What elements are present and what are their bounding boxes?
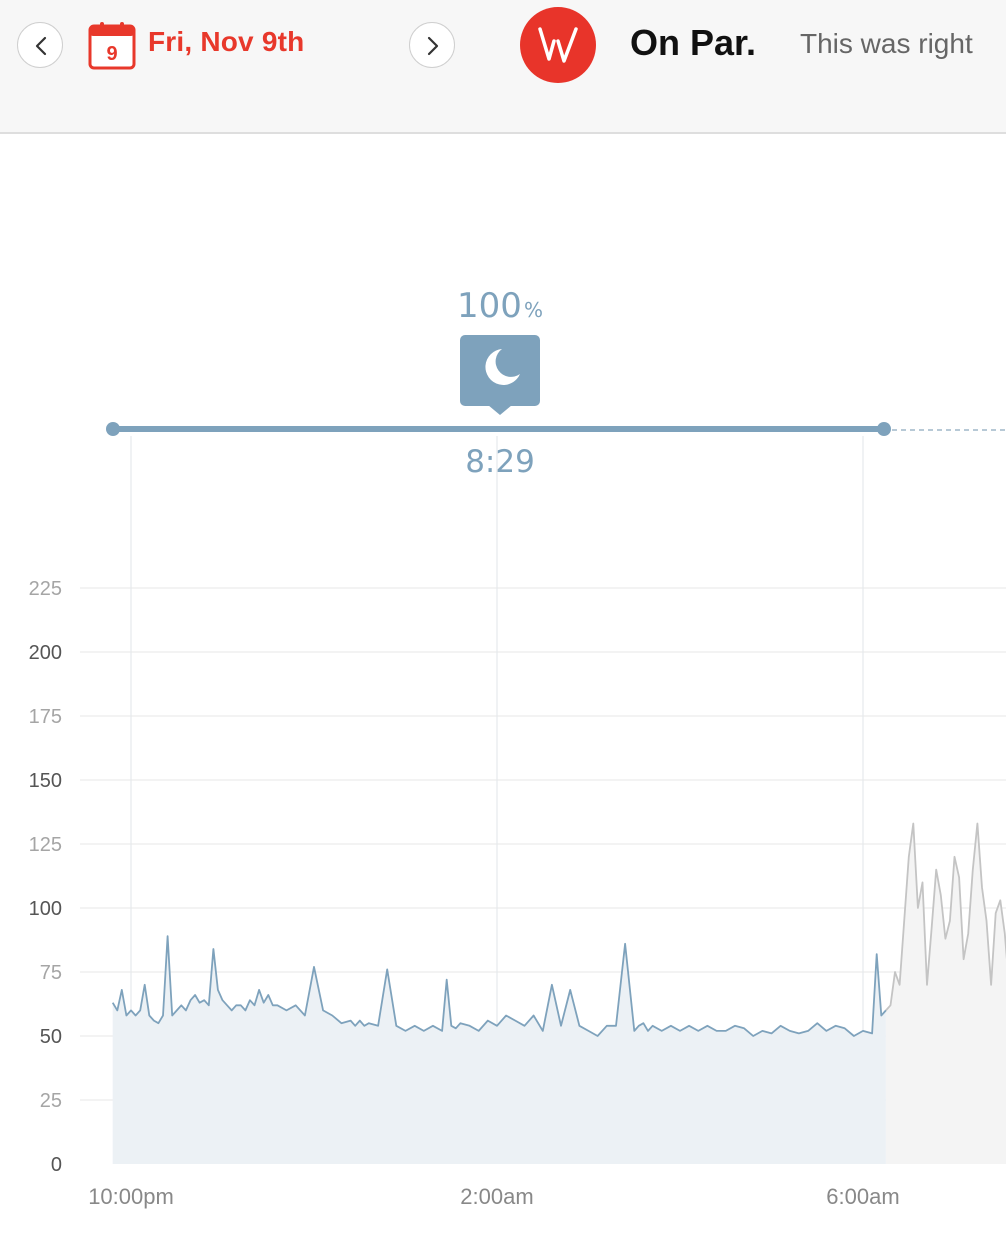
sleep-area [112, 936, 886, 1164]
y-tick-label: 150 [29, 770, 62, 792]
x-axis-labels: 10:00pm 2:00am 6:00am [88, 1184, 900, 1209]
y-tick-label: 225 [29, 578, 62, 600]
x-tick-label: 2:00am [460, 1184, 533, 1209]
calendar-day: 9 [106, 43, 117, 65]
y-tick-label: 175 [29, 706, 62, 728]
sleep-start-handle[interactable] [106, 422, 120, 436]
x-tick-label: 10:00pm [88, 1184, 174, 1209]
sleep-percent-unit: % [523, 298, 543, 322]
app-logo [520, 7, 596, 83]
awake-line [885, 822, 1006, 1012]
y-axis-labels: 0 25 50 75 100 125 150 175 200 225 [29, 578, 62, 1176]
y-tick-label: 200 [29, 642, 62, 664]
y-tick-label: 50 [40, 1026, 62, 1048]
moon-icon[interactable] [460, 335, 540, 415]
sleep-series [111, 935, 887, 1164]
y-tick-label: 125 [29, 834, 62, 856]
awake-series [885, 822, 1006, 1164]
sleep-duration: 8:29 [465, 444, 535, 480]
sleep-end-handle[interactable] [877, 422, 891, 436]
status-subtitle: This was right [800, 28, 973, 59]
sleep-segment-bar[interactable] [106, 422, 1006, 436]
sleep-percent-value: 100 [457, 286, 522, 326]
y-tick-label: 0 [51, 1154, 62, 1176]
sleep-line [111, 935, 887, 1037]
y-tick-label: 25 [40, 1090, 62, 1112]
y-tick-label: 75 [40, 962, 62, 984]
date-label[interactable]: Fri, Nov 9th [148, 26, 305, 57]
calendar-icon[interactable]: 9 [88, 22, 136, 70]
next-day-button[interactable] [409, 22, 455, 68]
prev-day-button[interactable] [17, 22, 63, 68]
sleep-percent: 100% [400, 286, 600, 326]
status-title: On Par. [630, 22, 757, 63]
awake-area [885, 823, 1006, 1164]
app-header: 9 Fri, Nov 9th On Par. This was right [0, 0, 1006, 134]
x-tick-label: 6:00am [826, 1184, 899, 1209]
chevron-right-icon [427, 36, 439, 56]
chevron-left-icon [35, 36, 47, 56]
y-tick-label: 100 [29, 898, 62, 920]
logo-mark-icon [538, 27, 578, 63]
